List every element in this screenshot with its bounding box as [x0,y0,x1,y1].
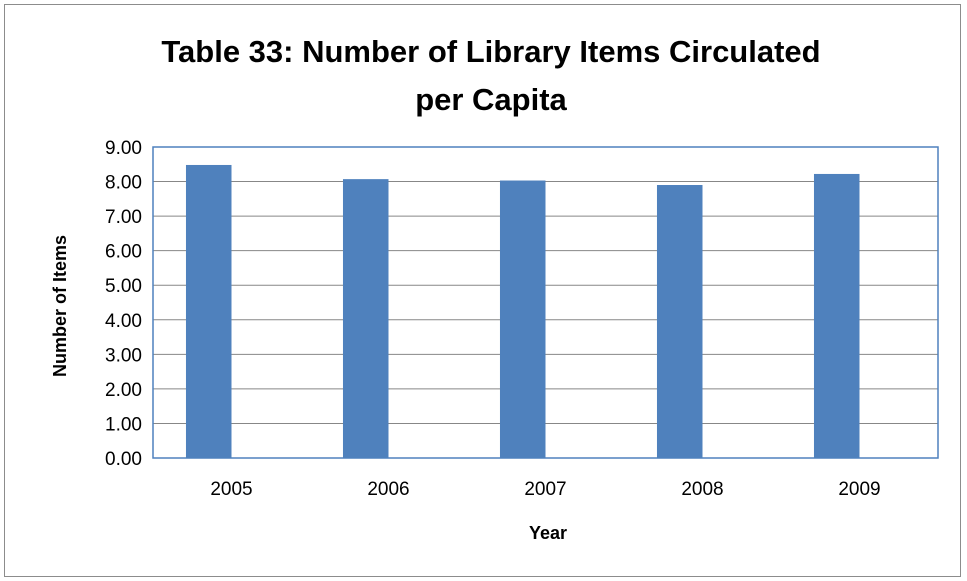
bar-2009 [813,173,860,458]
y-tick-label: 1.00 [105,414,142,435]
y-tick-label: 9.00 [105,138,142,159]
x-tick-label: 2005 [210,479,252,500]
chart-frame: Table 33: Number of Library Items Circul… [4,4,961,577]
y-tick-label: 8.00 [105,173,142,194]
plot-area-border [152,146,939,459]
bar-2007 [499,180,546,458]
y-axis-title: Number of Items [50,235,70,377]
x-axis-tick-labels: 2005 2006 2007 2008 2009 [210,479,880,500]
x-axis-title: Year [529,523,567,543]
y-tick-label: 6.00 [105,242,142,263]
chart-title-line-1: Table 33: Number of Library Items Circul… [161,34,820,69]
bar-2006 [342,179,389,459]
chart-title-line-2: per Capita [415,82,567,117]
y-tick-label: 4.00 [105,311,142,332]
x-tick-label: 2008 [681,479,723,500]
y-tick-label: 5.00 [105,276,142,297]
x-tick-label: 2006 [367,479,409,500]
x-tick-label: 2007 [524,479,566,500]
y-tick-label: 3.00 [105,345,142,366]
bar-2005 [185,164,232,459]
y-tick-label: 2.00 [105,380,142,401]
bars [185,164,860,459]
x-tick-label: 2009 [838,479,880,500]
y-axis-tick-labels: 0.00 1.00 2.00 3.00 4.00 5.00 6.00 7.00 8.00 9.00 [105,138,142,470]
y-tick-label: 0.00 [105,449,142,470]
bar-2008 [656,185,703,458]
y-tick-label: 7.00 [105,207,142,228]
bar-chart: Table 33: Number of Library Items Circul… [50,34,939,543]
